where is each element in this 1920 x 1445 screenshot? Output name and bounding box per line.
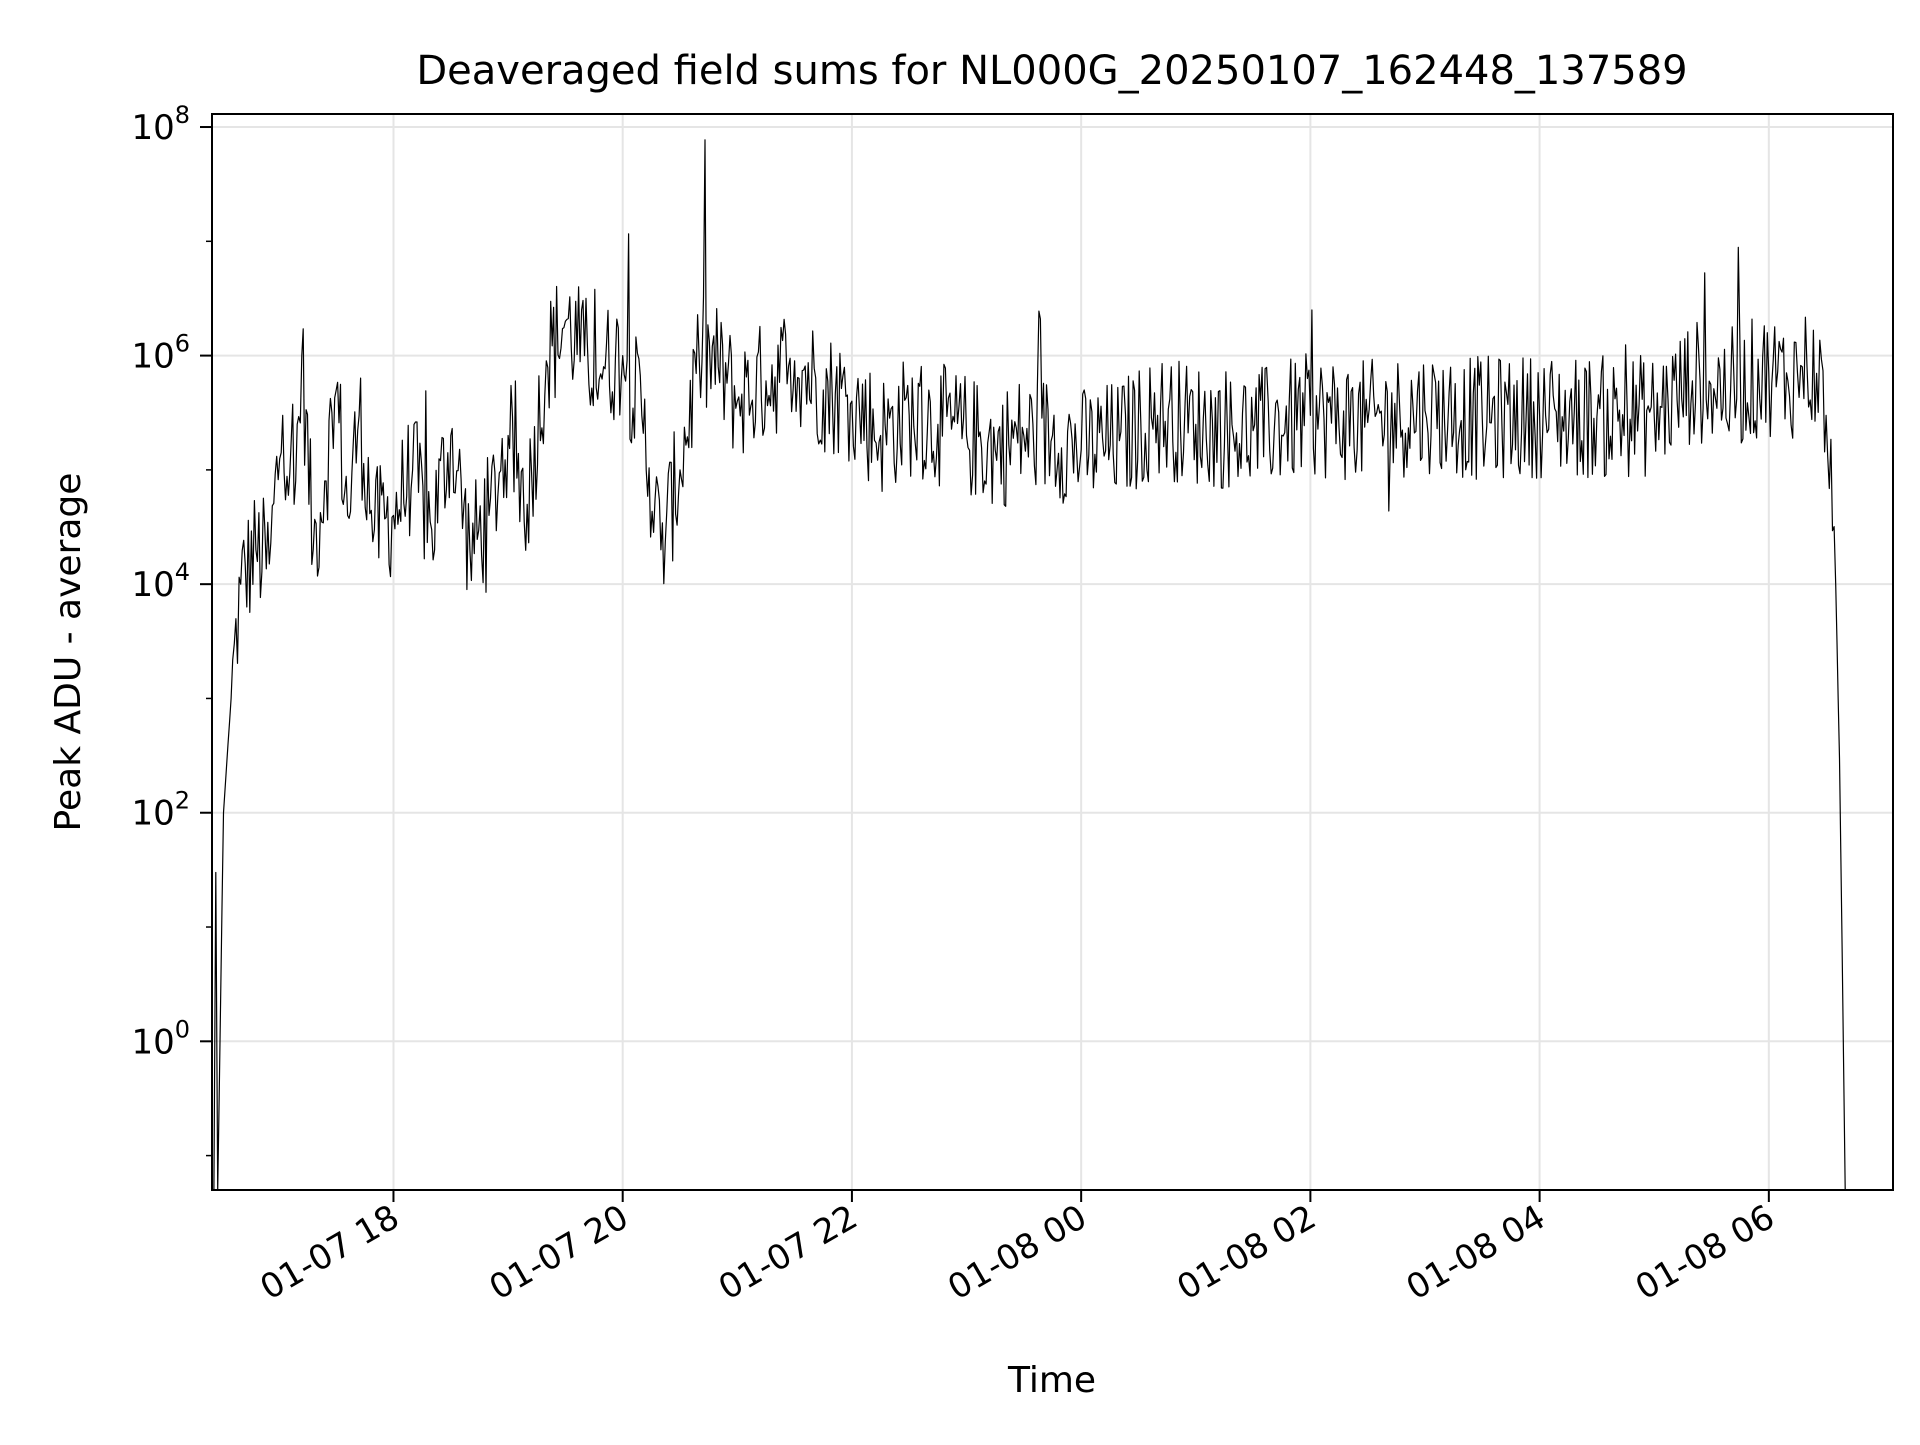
x-axis-label: Time bbox=[1007, 1360, 1096, 1401]
y-tick-label: 106 bbox=[131, 330, 190, 377]
plot-frame bbox=[211, 113, 1894, 1191]
y-tick-base: 10 bbox=[131, 108, 174, 148]
y-tick-exponent: 4 bbox=[175, 558, 190, 586]
y-tick-label: 104 bbox=[131, 558, 190, 605]
y-tick-base: 10 bbox=[131, 337, 174, 377]
y-axis-label: Peak ADU - average bbox=[48, 473, 89, 832]
chart-title: Deaveraged field sums for NL000G_2025010… bbox=[416, 48, 1687, 94]
y-tick-exponent: 2 bbox=[175, 787, 190, 815]
y-tick-base: 10 bbox=[131, 1022, 174, 1062]
y-tick-label: 100 bbox=[131, 1015, 190, 1062]
series-line bbox=[213, 139, 1846, 1191]
y-tick-exponent: 0 bbox=[175, 1015, 190, 1043]
y-tick-exponent: 6 bbox=[175, 330, 190, 358]
y-tick-base: 10 bbox=[131, 565, 174, 605]
y-tick-label: 102 bbox=[131, 787, 190, 834]
y-tick-exponent: 8 bbox=[175, 101, 190, 129]
y-tick-base: 10 bbox=[131, 794, 174, 834]
y-tick-label: 108 bbox=[131, 101, 190, 148]
grid-lines bbox=[212, 114, 1893, 1190]
